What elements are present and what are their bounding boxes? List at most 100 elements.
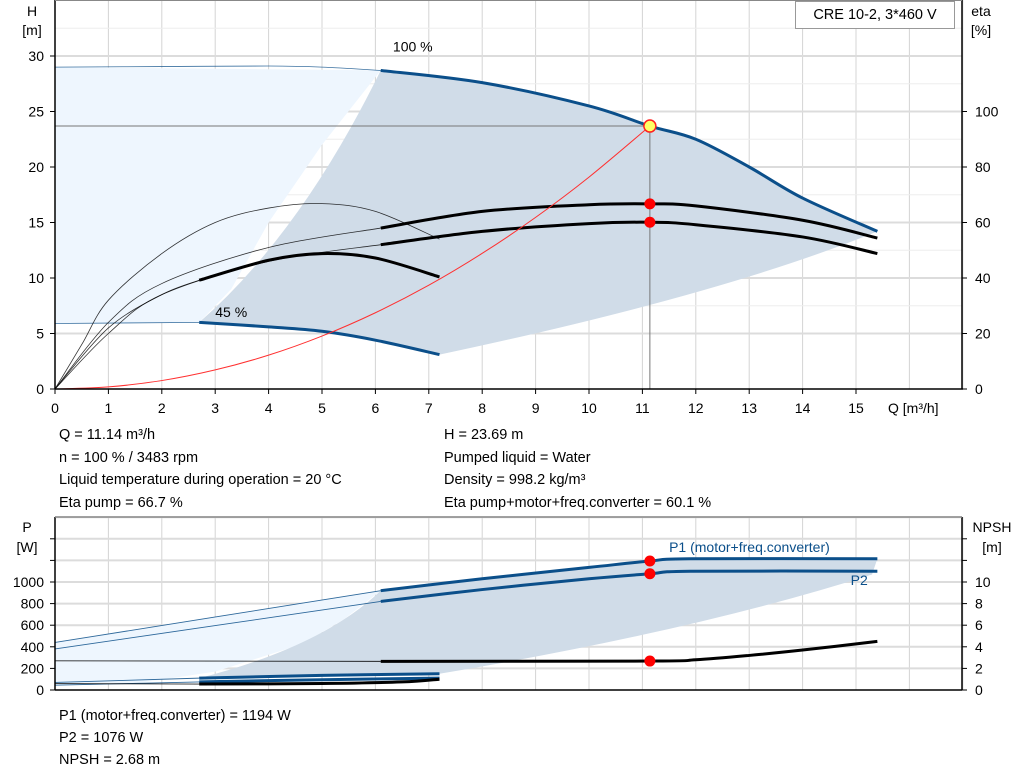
y2-axis-label: eta bbox=[971, 3, 991, 19]
y2-tick-label: 100 bbox=[975, 104, 999, 120]
x-tick-label: 12 bbox=[688, 400, 704, 416]
p1-100-line bbox=[380, 557, 878, 593]
speed-annotation: 100 % bbox=[393, 39, 433, 55]
y2-axis-unit: [m] bbox=[982, 539, 1001, 555]
info-top-right: H = 23.69 m Pumped liquid = Water Densit… bbox=[444, 424, 711, 514]
power-npsh-chart: 0 200 400 600 800 1000 0 2 4 6 8 10 P [W] NPSH [m] P1 (m… bbox=[13, 516, 1012, 698]
y2-tick-label: 80 bbox=[975, 159, 991, 175]
operating-point-marker bbox=[644, 655, 656, 667]
head-100-line bbox=[380, 68, 878, 233]
operating-range-light-area bbox=[55, 590, 381, 686]
y2-tick-label: 8 bbox=[975, 596, 983, 612]
y2-tick-label: 60 bbox=[975, 215, 991, 231]
y2-tick-label: 40 bbox=[975, 270, 991, 286]
head-45-line bbox=[199, 320, 440, 357]
x-tick-label: 13 bbox=[741, 400, 757, 416]
x-tick-label: 1 bbox=[105, 400, 113, 416]
x-tick-label: 3 bbox=[211, 400, 219, 416]
y2-tick-label: 4 bbox=[975, 639, 983, 655]
p2-readout: P2 = 1076 W bbox=[59, 730, 144, 746]
y-tick-label: 400 bbox=[21, 639, 45, 655]
x-tick-label: 10 bbox=[581, 400, 597, 416]
x-tick-label: 8 bbox=[478, 400, 486, 416]
p1-45-thin-line bbox=[54, 677, 200, 683]
y-axis-label: P bbox=[22, 519, 31, 535]
p2-100-line bbox=[380, 569, 878, 603]
eta-pump-100-thin-line bbox=[54, 227, 381, 390]
x-tick-label: 4 bbox=[265, 400, 273, 416]
eta-45-line bbox=[198, 252, 440, 282]
x-tick-label: 2 bbox=[158, 400, 166, 416]
title-box: CRE 10-2, 3*460 V bbox=[795, 1, 955, 29]
y-tick-label: 1000 bbox=[13, 574, 44, 590]
npsh-45-line bbox=[199, 677, 440, 686]
eta-45-pump-thin-line bbox=[54, 203, 440, 390]
y-tick-label: 15 bbox=[28, 215, 44, 231]
y2-tick-label: 0 bbox=[975, 381, 983, 397]
series-label: P1 (motor+freq.converter) bbox=[669, 539, 830, 555]
operating-point-marker bbox=[643, 119, 657, 133]
y-axis-unit: [m] bbox=[22, 22, 41, 38]
y-tick-label: 800 bbox=[21, 596, 45, 612]
p2-45-line bbox=[199, 676, 440, 684]
system-curve-thin-line bbox=[54, 125, 651, 390]
y-tick-label: 30 bbox=[28, 48, 44, 64]
p2-100-thin-line bbox=[54, 600, 381, 650]
liquid-readout: Pumped liquid = Water bbox=[444, 449, 591, 466]
temperature-readout: Liquid temperature during operation = 20… bbox=[59, 472, 342, 488]
y-tick-label: 200 bbox=[21, 660, 45, 676]
operating-range-dark-area bbox=[199, 558, 878, 679]
y-axis-label: H bbox=[27, 3, 37, 19]
npsh-100-line bbox=[380, 639, 878, 663]
y-tick-label: 10 bbox=[28, 270, 44, 286]
x-tick-label: 9 bbox=[532, 400, 540, 416]
flow-readout: Q = 11.14 m³/h bbox=[59, 427, 156, 443]
operating-point-marker bbox=[644, 568, 656, 580]
x-tick-label: 11 bbox=[635, 400, 650, 416]
p1-readout: P1 (motor+freq.converter) = 1194 W bbox=[59, 708, 291, 724]
y-tick-label: 20 bbox=[28, 159, 44, 175]
operating-point-marker bbox=[644, 555, 656, 567]
y2-axis-unit: [%] bbox=[971, 22, 991, 38]
eta-pump-readout: Eta pump = 66.7 % bbox=[59, 494, 183, 511]
operating-range-light-area bbox=[55, 67, 381, 324]
head-efficiency-chart: 0 1 2 3 4 5 6 7 8 9 10 11 12 13 14 15051015202530020406… bbox=[22, 0, 999, 416]
x-tick-label: 5 bbox=[318, 400, 326, 416]
info-top-left: Q = 11.14 m³/h n = 100 % / 3483 rpm Liqu… bbox=[59, 424, 342, 514]
operating-range-dark-area bbox=[199, 70, 878, 355]
y2-tick-label: 6 bbox=[975, 617, 983, 633]
npsh-readout: NPSH = 2.68 m bbox=[59, 752, 161, 768]
density-readout: Density = 998.2 kg/m³ bbox=[444, 472, 586, 488]
eta-total-readout: Eta pump+motor+freq.converter = 60.1 % bbox=[444, 494, 712, 511]
y-tick-label: 0 bbox=[36, 682, 44, 698]
x-tick-label: 0 bbox=[51, 400, 59, 416]
x-tick-label: 14 bbox=[795, 400, 811, 416]
npsh-45-thin-line bbox=[54, 683, 200, 685]
y2-tick-label: 10 bbox=[975, 574, 991, 590]
p1-100-thin-line bbox=[54, 590, 381, 643]
x-tick-label: 15 bbox=[848, 400, 864, 416]
p1-45-line bbox=[199, 672, 440, 680]
y2-tick-label: 2 bbox=[975, 660, 983, 676]
efficiency-marker bbox=[644, 216, 656, 228]
series-label: P2 bbox=[851, 572, 868, 588]
head-readout: H = 23.69 m bbox=[444, 427, 524, 443]
y2-tick-label: 20 bbox=[975, 326, 991, 342]
head-45-thin-line bbox=[54, 322, 200, 324]
y-tick-label: 600 bbox=[21, 617, 45, 633]
y-axis-unit: [W] bbox=[17, 539, 38, 555]
speed-readout: n = 100 % / 3483 rpm bbox=[59, 449, 199, 466]
efficiency-marker bbox=[644, 198, 656, 210]
y2-axis-label: NPSH bbox=[973, 519, 1012, 535]
speed-annotation: 45 % bbox=[215, 304, 247, 320]
y-tick-label: 5 bbox=[36, 326, 44, 342]
y-tick-label: 25 bbox=[28, 104, 44, 120]
y2-tick-label: 0 bbox=[975, 682, 983, 698]
info-bottom: P1 (motor+freq.converter) = 1194 W P2 = … bbox=[59, 705, 291, 771]
y-tick-label: 0 bbox=[36, 381, 44, 397]
x-tick-label: 7 bbox=[425, 400, 433, 416]
x-tick-label: 6 bbox=[372, 400, 380, 416]
npsh-100-thin-line bbox=[54, 660, 381, 662]
